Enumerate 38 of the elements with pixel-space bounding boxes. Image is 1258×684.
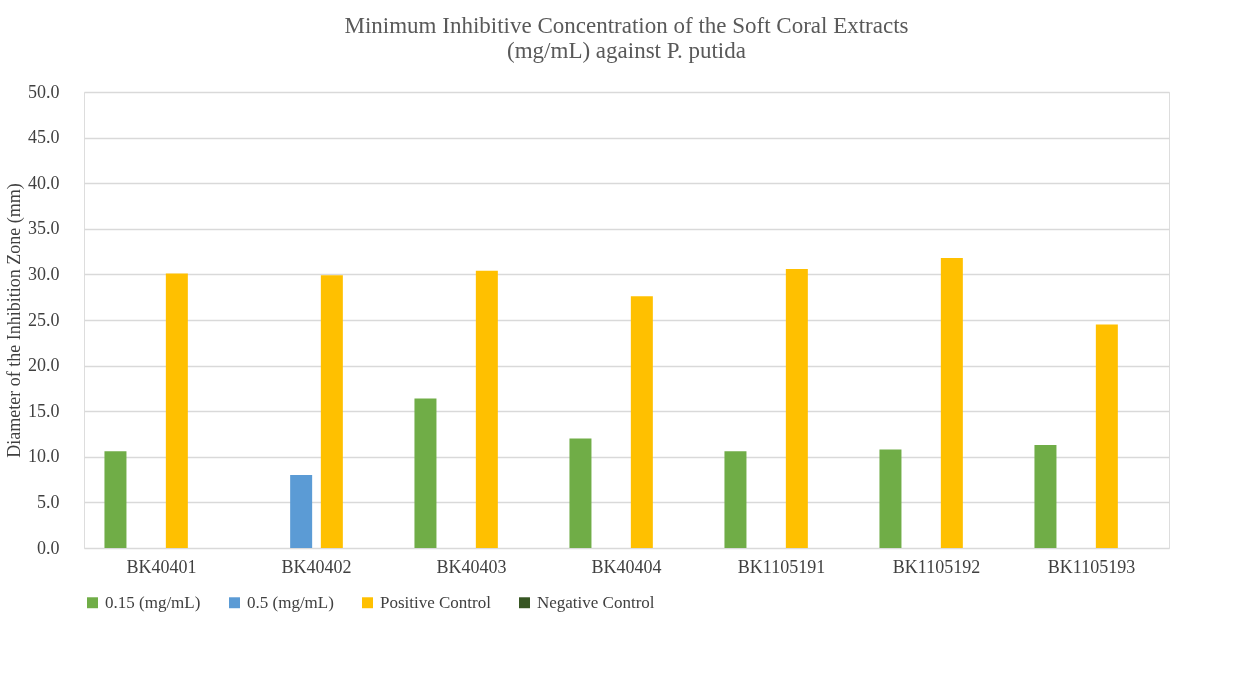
bar <box>414 398 437 548</box>
legend-label: 0.5 (mg/mL) <box>247 592 334 612</box>
bar <box>1095 324 1118 548</box>
y-tick-label: 30.0 <box>28 263 60 284</box>
bar <box>165 273 188 548</box>
chart-title: Minimum Inhibitive Concentration of the Soft Coral Extracts (mg/mL) against P. putida <box>344 13 909 63</box>
bar <box>785 268 808 548</box>
y-tick-label: 25.0 <box>28 309 60 330</box>
y-tick-label: 40.0 <box>28 172 60 193</box>
bar <box>104 451 127 548</box>
bar <box>1034 444 1057 548</box>
legend-label: 0.15 (mg/mL) <box>105 592 201 612</box>
y-tick-label: 15.0 <box>28 400 60 421</box>
x-tick-label: BK40404 <box>591 556 662 577</box>
x-tick-label: BK40401 <box>126 556 197 577</box>
bar <box>879 449 902 548</box>
x-tick-label: BK1105193 <box>1047 556 1136 577</box>
legend-label: Negative Control <box>537 592 655 612</box>
y-tick-label: 20.0 <box>28 355 60 376</box>
y-tick-label: 10.0 <box>28 446 60 467</box>
bar <box>320 275 343 548</box>
y-tick-label: 35.0 <box>28 218 60 239</box>
x-tick-label: BK1105192 <box>892 556 981 577</box>
y-tick-label: 0.0 <box>37 537 60 558</box>
bar <box>475 270 498 548</box>
legend-label: Positive Control <box>380 592 492 612</box>
x-tick-label: BK40402 <box>281 556 352 577</box>
y-tick-label: 5.0 <box>37 491 60 512</box>
y-tick-label: 50.0 <box>28 81 60 102</box>
y-tick-label: 45.0 <box>28 127 60 148</box>
bar <box>940 257 963 548</box>
bar <box>630 296 653 548</box>
x-tick-label: BK40403 <box>436 556 507 577</box>
y-axis-title: Diameter of the Inhibition Zone (mm) <box>4 183 25 458</box>
x-tick-label: BK1105191 <box>737 556 826 577</box>
bar <box>569 438 592 548</box>
bar <box>290 475 313 548</box>
bar <box>724 451 747 548</box>
